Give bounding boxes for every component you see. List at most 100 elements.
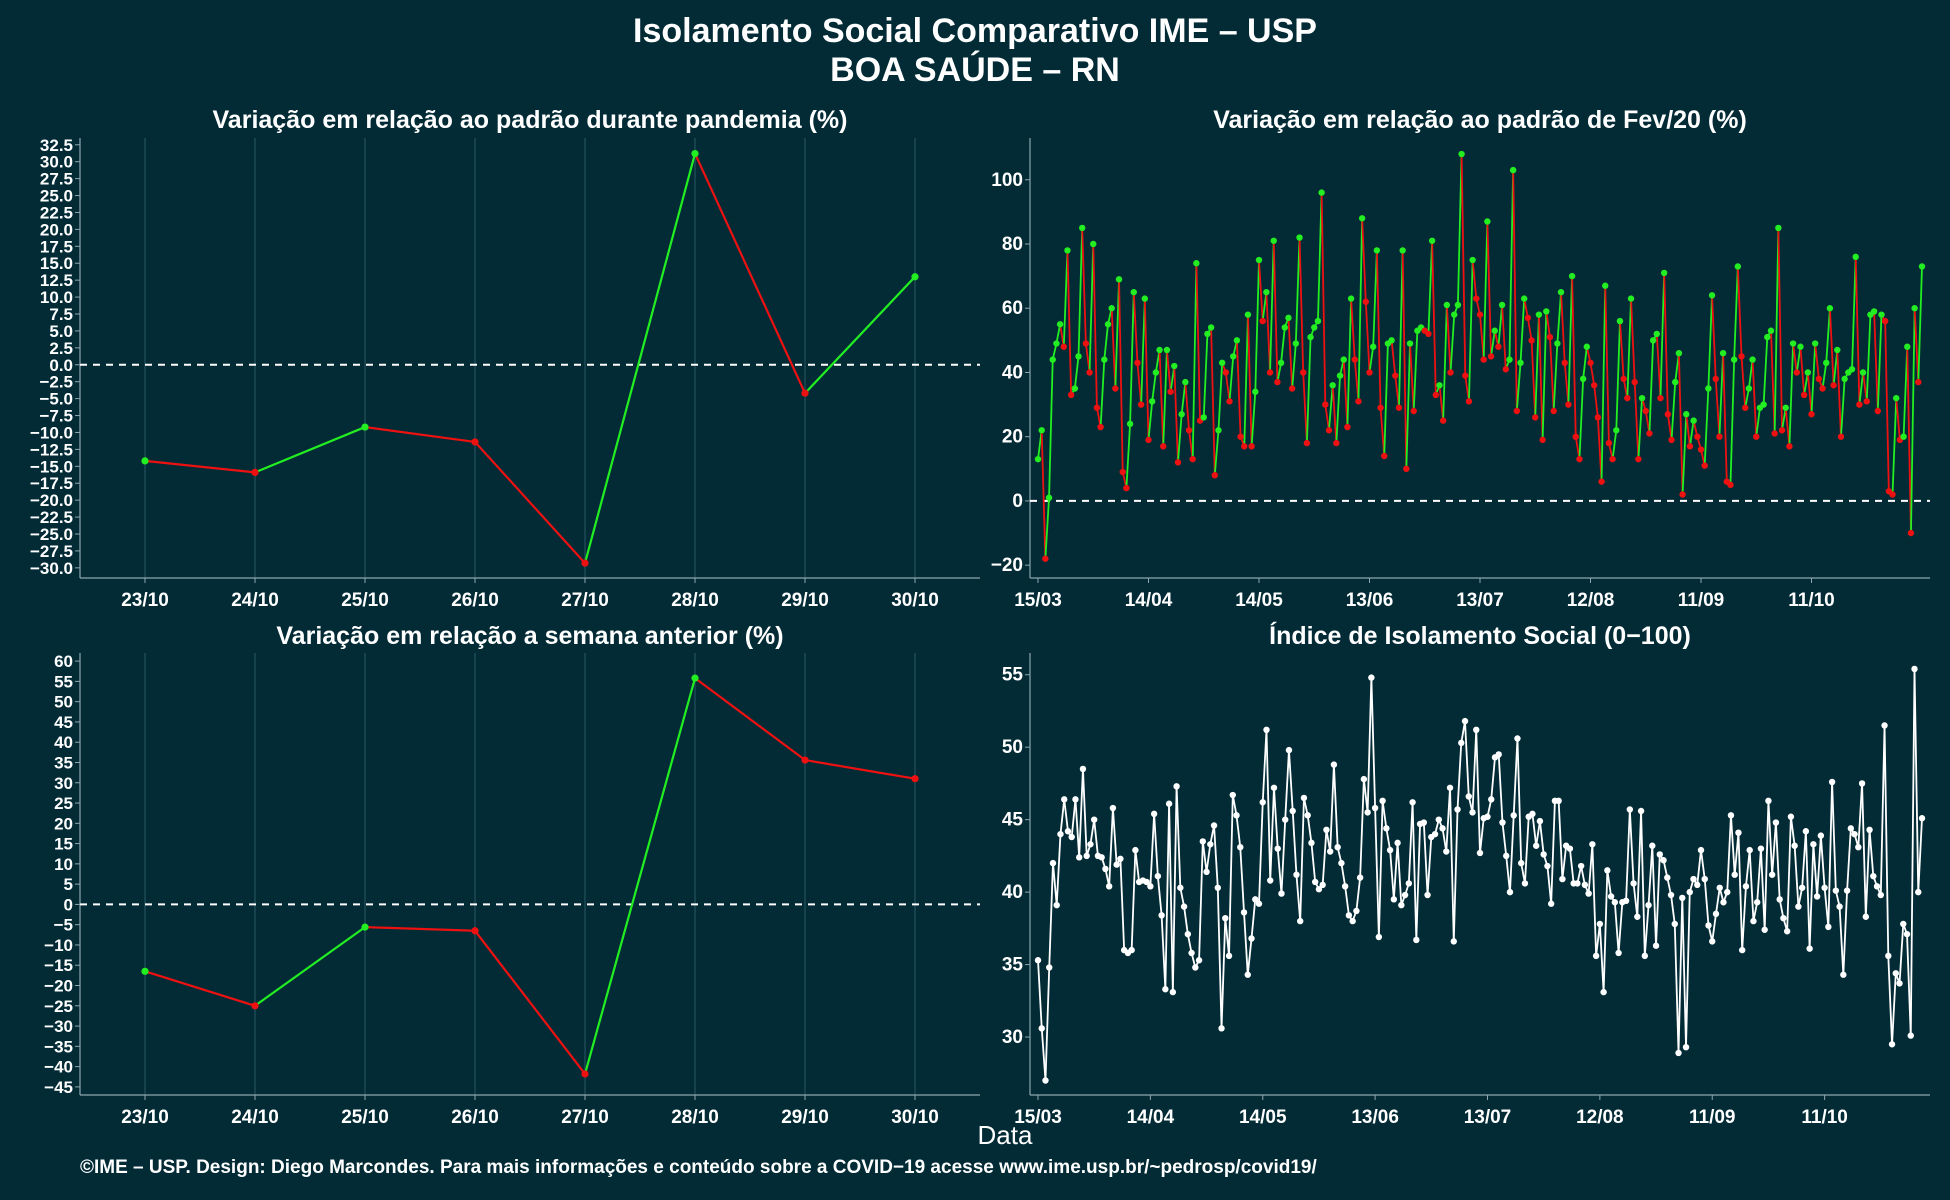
data-point: [911, 273, 919, 281]
series-segment: [1205, 844, 1212, 872]
data-point: [1798, 884, 1806, 891]
main-title: Isolamento Social Comparativo IME – USP: [633, 12, 1317, 50]
series-segment: [1681, 414, 1688, 495]
data-point: [1425, 330, 1432, 338]
series-segment: [1550, 800, 1556, 904]
data-point: [1600, 988, 1607, 996]
data-point: [1345, 912, 1353, 919]
series-segment: [1258, 259, 1264, 322]
data-point: [1322, 401, 1329, 408]
data-point: [1585, 890, 1592, 897]
series-segment: [1239, 847, 1245, 913]
caption: ©IME – USP. Design: Diego Marcondes. Par…: [80, 1157, 1317, 1178]
data-point: [1592, 952, 1600, 960]
series-segment: [1153, 813, 1159, 877]
series-segment: [1700, 849, 1706, 880]
data-point: [1543, 308, 1550, 315]
y-tick-label: 12.5: [40, 271, 73, 290]
series-segment: [1604, 285, 1610, 444]
data-point: [1379, 797, 1386, 805]
data-point: [1679, 491, 1686, 498]
data-point: [1547, 900, 1555, 907]
y-tick-label: 27.5: [40, 170, 73, 189]
series-segment: [1168, 803, 1174, 993]
data-point: [1137, 401, 1145, 408]
series-segment: [1114, 279, 1120, 389]
data-point: [1510, 812, 1517, 819]
data-point: [1171, 362, 1178, 370]
series-segment: [1320, 192, 1327, 405]
data-point: [1079, 224, 1086, 232]
data-point: [1484, 813, 1491, 820]
data-point: [1532, 842, 1540, 849]
series-segment: [1198, 841, 1204, 961]
y-tick-label: 55: [1002, 665, 1024, 686]
data-point: [1090, 816, 1098, 823]
series-segment: [1081, 227, 1087, 344]
series-segment: [1103, 324, 1109, 360]
series-segment: [1545, 311, 1551, 338]
data-point: [1104, 321, 1112, 328]
series-segment: [1748, 850, 1755, 922]
data-point: [1101, 356, 1108, 363]
data-point: [1296, 234, 1303, 241]
data-point: [1461, 717, 1469, 725]
data-point: [1377, 404, 1384, 411]
series-segment: [1902, 346, 1909, 437]
series-segment: [1401, 250, 1408, 469]
series-segment: [1151, 372, 1157, 402]
series-segment: [1305, 337, 1312, 444]
data-point: [1162, 986, 1169, 993]
data-point: [1076, 854, 1083, 861]
series-segment: [1864, 829, 1871, 917]
data-point: [1395, 404, 1403, 411]
data-point: [1199, 838, 1207, 845]
data-point: [1406, 340, 1414, 347]
data-point: [1188, 949, 1195, 957]
data-point: [1038, 427, 1045, 434]
y-tick-label: 30: [54, 774, 73, 793]
series-segment: [1663, 272, 1669, 415]
series-segment: [1696, 849, 1702, 885]
y-tick-label: 2.5: [49, 339, 73, 358]
series-segment: [1740, 356, 1747, 408]
data-point: [1793, 369, 1800, 376]
data-point: [1311, 324, 1318, 331]
series-segment: [1910, 308, 1916, 534]
series-segment: [1415, 823, 1421, 940]
data-point: [1709, 938, 1716, 945]
data-point: [1447, 369, 1454, 376]
data-point: [1802, 828, 1810, 835]
data-point: [1237, 433, 1244, 440]
series-segment: [1442, 304, 1448, 421]
data-point: [1694, 881, 1701, 889]
series-segment: [1390, 340, 1397, 376]
data-point: [1918, 815, 1926, 822]
y-tick-label: 17.5: [40, 237, 73, 256]
series-segment: [1797, 887, 1804, 907]
series-segment: [1838, 906, 1845, 975]
y-tick-label: −40: [44, 1058, 73, 1077]
data-point: [1750, 917, 1757, 925]
series-segment: [1655, 854, 1661, 946]
data-point: [1241, 443, 1248, 450]
data-point: [1178, 411, 1185, 418]
series-segment: [1637, 398, 1643, 460]
series-segment: [1681, 897, 1687, 1048]
data-point: [1308, 839, 1315, 847]
data-point: [1848, 366, 1856, 373]
data-point: [1664, 874, 1671, 881]
panel-semana: Variação em relação a semana anterior (%…: [44, 622, 980, 1128]
data-point: [1529, 810, 1536, 818]
series-segment: [1331, 385, 1338, 444]
series-segment: [1370, 677, 1377, 809]
series-segment: [804, 276, 916, 394]
series-segment: [1909, 668, 1916, 1036]
data-point: [1815, 375, 1823, 383]
data-point: [1134, 359, 1141, 367]
series-segment: [1516, 738, 1523, 864]
data-point: [1075, 353, 1082, 360]
series-segment: [1808, 844, 1815, 949]
data-point: [1154, 872, 1162, 880]
data-point: [361, 423, 369, 431]
